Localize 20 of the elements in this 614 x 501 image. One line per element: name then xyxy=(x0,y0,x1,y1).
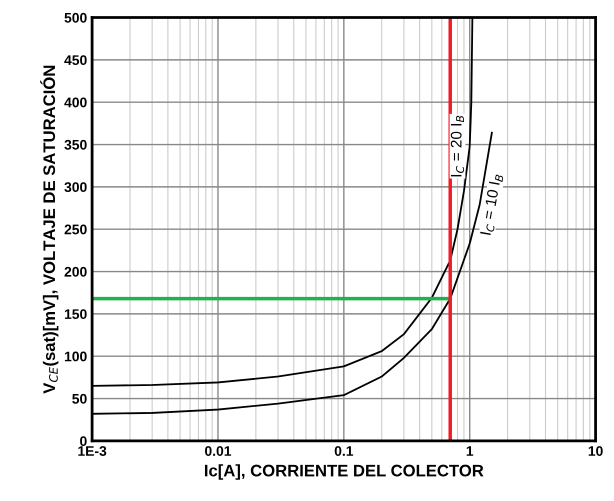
x-tick-label: 0.01 xyxy=(205,446,232,456)
y-tick-label: 450 xyxy=(64,55,87,66)
y-tick-label: 100 xyxy=(64,352,87,362)
y-tick-label: 500 xyxy=(64,12,87,23)
x-tick-label: 10 xyxy=(588,446,603,456)
text: I$_{C}$ = 20 I$_{B}$ xyxy=(450,116,464,176)
x-tick-label: 1E-3 xyxy=(78,446,106,456)
y-tick-label: 400 xyxy=(64,98,87,108)
y-tick-label: 350 xyxy=(64,140,87,150)
y-tick-label: 300 xyxy=(64,182,87,192)
y-axis-title: V$_{CE}$(sat)[mV], VOLTAJE DE SATURACIÓN xyxy=(40,66,58,394)
y-tick-label: 150 xyxy=(64,309,87,320)
text: I$_{C}$ = 10 I$_{B}$ xyxy=(480,173,504,236)
y-tick-label: 0 xyxy=(80,436,87,446)
y-tick-label: 50 xyxy=(72,394,87,404)
x-axis-title: Ic[A], CORRIENTE DEL COLECTOR xyxy=(204,464,484,480)
x-tick-label: 1 xyxy=(466,446,474,456)
x-tick-label: 0.1 xyxy=(334,446,354,456)
y-tick-label: 250 xyxy=(64,224,87,234)
y-tick-label: 200 xyxy=(64,266,87,277)
